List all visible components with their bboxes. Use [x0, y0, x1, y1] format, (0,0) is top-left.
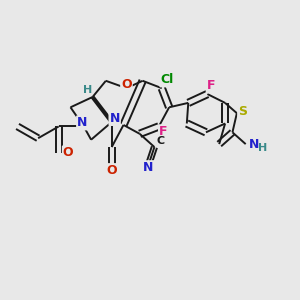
Text: O: O	[106, 164, 117, 177]
Text: H: H	[83, 85, 92, 95]
Text: H: H	[258, 142, 267, 153]
Text: F: F	[207, 79, 215, 92]
Text: N: N	[110, 112, 120, 125]
Text: S: S	[238, 105, 247, 118]
Text: O: O	[121, 78, 132, 91]
Text: O: O	[63, 146, 74, 159]
Text: N: N	[249, 138, 260, 151]
Text: N: N	[77, 116, 88, 129]
Text: F: F	[159, 125, 167, 138]
Text: Cl: Cl	[160, 74, 174, 86]
Text: C: C	[157, 136, 165, 146]
Text: N: N	[143, 161, 154, 174]
